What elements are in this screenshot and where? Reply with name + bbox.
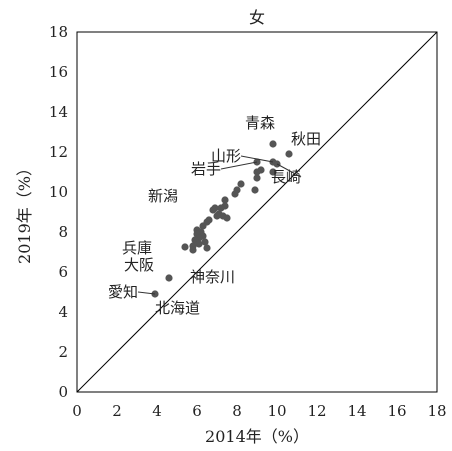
annotation-label: 青森 [245,114,275,132]
x-tick-label: 6 [192,402,202,420]
x-tick-label: 14 [347,402,366,420]
x-tick-label: 4 [152,402,162,420]
y-tick-label: 0 [58,383,68,401]
data-point [203,244,211,252]
data-point [253,174,261,182]
data-point [269,140,277,148]
data-point [269,168,277,176]
y-tick-label: 14 [49,103,68,121]
y-tick-label: 16 [49,63,68,81]
data-point [223,214,231,222]
y-tick-label: 2 [58,343,68,361]
data-point [209,206,217,214]
annotation-label: 大阪 [124,256,154,274]
data-point [181,243,189,251]
chart-title: 女 [249,8,265,27]
plot-area [76,31,438,393]
data-point [165,274,173,282]
annotation-label: 兵庫 [122,239,152,257]
annotation-leader-line [276,163,302,178]
data-point [253,168,261,176]
annotation-leader-line [220,161,258,170]
y-tick-label: 12 [49,143,68,161]
y-tick-labels: 0 2 4 6 8 10 12 14 16 18 [49,23,68,401]
y-axis-label: 2019年（%） [15,160,34,264]
x-tick-label: 10 [267,402,286,420]
y-tick-label: 18 [49,23,68,41]
data-point [213,212,221,220]
annotation-label: 新潟 [148,187,178,205]
y-tick-label: 4 [58,303,68,321]
x-tick-label: 8 [232,402,242,420]
diagonal-reference-line [76,31,438,393]
annotation-label: 山形 [211,147,241,165]
data-point [201,238,209,246]
data-point [195,240,203,248]
data-point [237,180,245,188]
data-point [217,204,225,212]
data-point [221,196,229,204]
x-axis-label: 2014年（%） [205,427,309,446]
x-tick-label: 18 [427,402,446,420]
data-point [199,222,207,230]
data-point [231,190,239,198]
annotation-leader-line [137,291,156,295]
annotation-label: 愛知 [108,283,138,301]
x-tick-label: 12 [307,402,326,420]
annotation-label: 北海道 [155,299,200,317]
x-tick-labels: 0 2 4 6 8 10 12 14 16 18 [72,402,446,420]
data-point [251,186,259,194]
data-point [189,246,197,254]
annotation-label: 神奈川 [190,268,235,286]
annotation-label: 秋田 [291,130,321,148]
x-tick-label: 0 [72,402,82,420]
data-points [151,140,293,298]
y-tick-label: 6 [58,263,68,281]
y-tick-label: 10 [49,183,68,201]
y-tick-label: 8 [58,223,68,241]
annotation-label: 長崎 [271,168,301,186]
data-point [285,150,293,158]
annotation-label: 岩手 [191,160,221,178]
annotation-leader-line [240,155,274,163]
x-tick-label: 16 [387,402,406,420]
x-tick-label: 2 [112,402,122,420]
